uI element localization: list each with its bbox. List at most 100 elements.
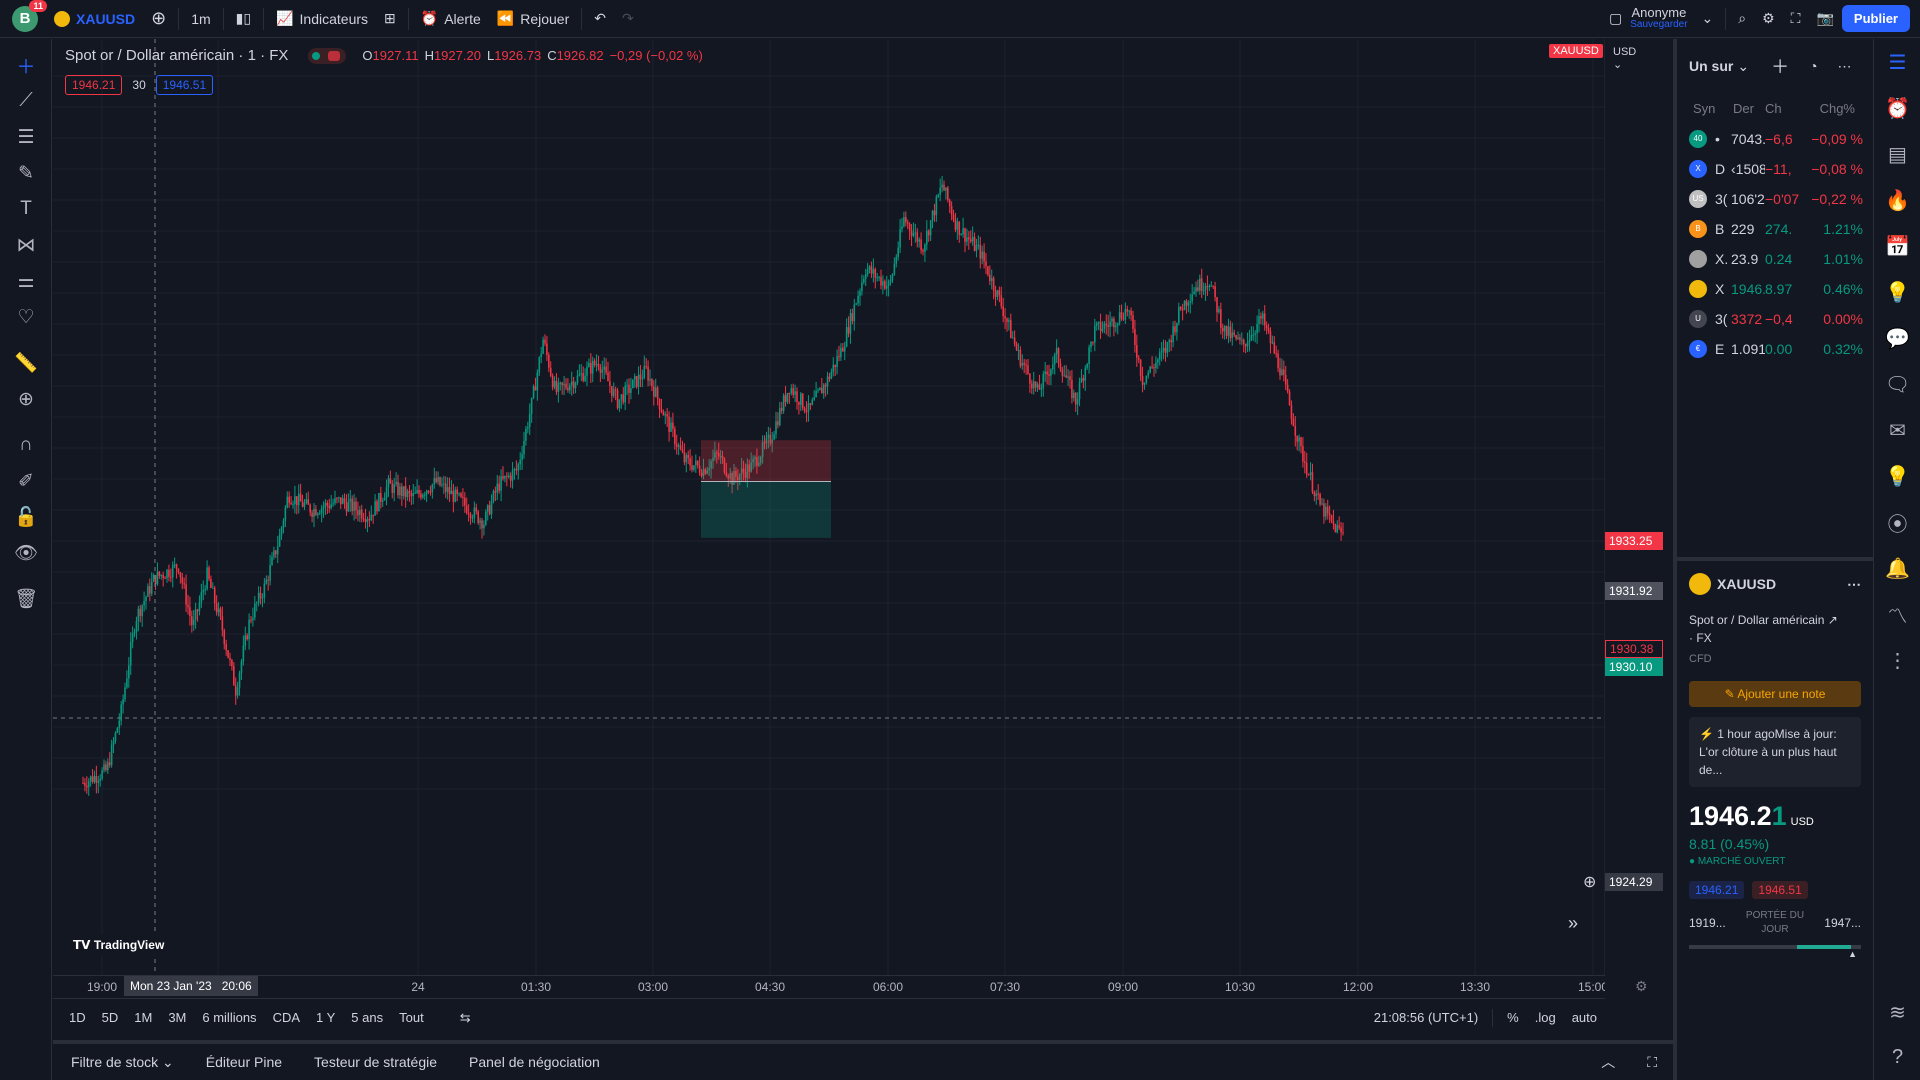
percent-toggle[interactable]: %	[1507, 1010, 1519, 1025]
fib-tool[interactable]: ☰	[17, 126, 35, 148]
collapse-panel-icon[interactable]: ︿	[1601, 1054, 1616, 1070]
advanced-view-icon[interactable]: ◔	[1809, 58, 1818, 74]
indicators-button[interactable]: 📈 Indicateurs	[276, 10, 369, 27]
range-3m[interactable]: 3M	[168, 1010, 187, 1025]
tab-stock-screener[interactable]: Filtre de stock ⌄	[71, 1053, 174, 1070]
auto-toggle[interactable]: auto	[1571, 1010, 1597, 1025]
add-note-button[interactable]: ✎ Ajouter une note	[1689, 681, 1861, 707]
candle-body	[555, 381, 558, 392]
notifications-bell-icon[interactable]: 🔔	[1885, 557, 1910, 580]
trendline-tool[interactable]: ⟋	[19, 90, 33, 111]
candle-body	[712, 457, 714, 462]
watchlist-row[interactable]: € E 1.091 0.00 0.32%	[1677, 333, 1873, 363]
watchlist-row[interactable]: X 1946. 8.97 0.46%	[1677, 273, 1873, 303]
hotlists-icon[interactable]: 🔥	[1885, 189, 1910, 212]
lock-drawing-icon[interactable]: ✐	[18, 470, 34, 492]
layout-toggle-button[interactable]: ▢	[1601, 0, 1630, 38]
help-icon[interactable]: 💡	[1885, 465, 1910, 488]
interval-button[interactable]: 1m	[191, 10, 211, 27]
dom-icon[interactable]: ⋮	[1887, 649, 1908, 672]
range-1m[interactable]: 1M	[134, 1010, 153, 1025]
trading-icon[interactable]: 〽	[1887, 605, 1908, 628]
watchlist-row[interactable]: U 3(3372 −0,4 0.00%	[1677, 303, 1873, 333]
goto-date-icon[interactable]: ⇆	[459, 1009, 471, 1025]
quick-search-button[interactable]: ⌕	[1730, 0, 1754, 38]
user-menu[interactable]: Anonyme Sauvegarder	[1630, 4, 1688, 30]
time-axis[interactable]: 19:0020:002401:3003:0004:3006:0007:3009:…	[53, 975, 1648, 997]
ideas-bulb-icon[interactable]: 💡	[1885, 281, 1910, 304]
sell-button[interactable]: 1946.21	[65, 75, 123, 95]
chart-pane[interactable]: 1945.001944.001943.001942.001941.001940.…	[53, 39, 1663, 999]
range-5d[interactable]: 5D	[101, 1010, 119, 1025]
forecast-tool[interactable]: ⚌	[17, 270, 35, 292]
watchlist-row[interactable]: US 3(106'2 −0'07 −0,22 %	[1677, 183, 1873, 213]
snapshot-button[interactable]: 📷	[1808, 0, 1841, 38]
chart-style-button[interactable]: ▮▯	[228, 0, 259, 38]
watchlist-row[interactable]: B B 229 274. 1.21%	[1677, 213, 1873, 243]
undo-button[interactable]: ↶	[586, 0, 614, 38]
live-icon[interactable]: ⦿	[1887, 513, 1908, 536]
news-headline[interactable]: ⚡ 1 hour agoMise à jour: L'or clôture à …	[1689, 717, 1861, 787]
chevron-down-icon[interactable]: ⌄	[1737, 57, 1750, 74]
tab-trading-panel[interactable]: Panel de négociation	[469, 1054, 600, 1070]
external-link-icon[interactable]: ↗	[1827, 613, 1838, 627]
add-alert-icon[interactable]: ⊕	[1583, 874, 1597, 891]
more-options-icon[interactable]: ⋯	[1847, 575, 1861, 592]
trash-icon[interactable]: 🗑	[13, 589, 39, 610]
brush-tool[interactable]: ✎	[18, 162, 34, 184]
watchlist-title[interactable]: Un sur	[1689, 58, 1734, 74]
calendar-icon[interactable]: 📅	[1885, 235, 1910, 258]
alerts-clock-icon[interactable]: ⏰	[1885, 97, 1910, 120]
tab-pine-editor[interactable]: Éditeur Pine	[205, 1054, 283, 1070]
buy-button[interactable]: 1946.51	[155, 75, 214, 95]
range-1d[interactable]: 1D	[69, 1010, 86, 1025]
replay-button[interactable]: ⏪ Rejouer	[496, 10, 570, 27]
fullscreen-button[interactable]: ⛶	[1783, 0, 1809, 38]
user-menu-chevron[interactable]: ⌄	[1694, 0, 1722, 38]
messages-icon[interactable]: ✉	[1889, 419, 1906, 442]
streams-icon[interactable]: 🗨	[1884, 373, 1911, 396]
scroll-to-realtime-button[interactable]: »	[1568, 913, 1579, 933]
details-symbol[interactable]: XAUUSD	[1717, 576, 1777, 592]
magnet-icon[interactable]: ∩	[19, 434, 33, 455]
crosshair-tool[interactable]: ＋	[16, 56, 36, 78]
range-1y[interactable]: 1 Y	[316, 1010, 336, 1025]
axis-settings-icon[interactable]: ⚙	[1635, 978, 1648, 994]
alert-button[interactable]: ⏰ Alerte	[420, 10, 481, 27]
maximize-panel-icon[interactable]: ⛶	[1647, 1053, 1657, 1070]
watchlist-row[interactable]: X D ‹1508 −11, −0,08 %	[1677, 153, 1873, 183]
range-5y[interactable]: 5 ans	[351, 1010, 384, 1025]
watchlist-row[interactable]: 40 • 7043. −6,6 −0,09 %	[1677, 123, 1873, 153]
currency-selector[interactable]: USD ⌄	[1613, 46, 1637, 71]
chats-icon[interactable]: 💬	[1885, 327, 1910, 350]
range-6m[interactable]: 6 millions	[202, 1010, 257, 1025]
clock-timezone[interactable]: 21:08:56 (UTC+1)	[1373, 1010, 1479, 1025]
more-options-icon[interactable]: ⋯	[1837, 57, 1852, 74]
watchlist-row[interactable]: X. 23.9 0.24 1.01%	[1677, 243, 1873, 273]
range-ytd[interactable]: CDA	[272, 1010, 301, 1025]
layouts-button[interactable]: ⊞	[376, 0, 404, 38]
data-window-icon[interactable]: ▤	[1888, 143, 1907, 166]
range-all[interactable]: Tout	[399, 1010, 424, 1025]
pattern-tool[interactable]: ⋈	[16, 234, 36, 256]
favorites-heart-icon[interactable]: ♡	[17, 306, 35, 328]
settings-button[interactable]: ⚙	[1754, 0, 1783, 38]
lock-icon[interactable]: 🔓	[14, 507, 38, 528]
user-avatar[interactable]: B 11	[12, 0, 47, 32]
text-tool[interactable]: T	[20, 198, 32, 219]
log-toggle[interactable]: .log	[1534, 1010, 1556, 1025]
help-question-icon[interactable]: ?	[1891, 1045, 1904, 1068]
eye-icon[interactable]: 👁	[13, 543, 39, 564]
ruler-icon[interactable]: 📏	[14, 353, 38, 374]
layers-icon[interactable]: ≋	[1889, 1001, 1906, 1024]
market-status-toggle[interactable]	[308, 47, 347, 64]
compare-symbol-button[interactable]: ⊕	[151, 8, 167, 28]
zoom-icon[interactable]: ⊕	[18, 388, 34, 410]
watchlist-icon[interactable]: ☰	[1888, 51, 1907, 74]
publish-button[interactable]: Publier	[1841, 5, 1910, 32]
symbol-search-button[interactable]: XAUUSD	[46, 0, 143, 38]
add-symbol-icon[interactable]: ＋	[1771, 57, 1790, 77]
redo-button[interactable]: ↷	[614, 0, 642, 38]
tab-strategy-tester[interactable]: Testeur de stratégie	[314, 1054, 438, 1070]
candlestick-chart[interactable]: 1945.001944.001943.001942.001941.001940.…	[53, 39, 1605, 975]
